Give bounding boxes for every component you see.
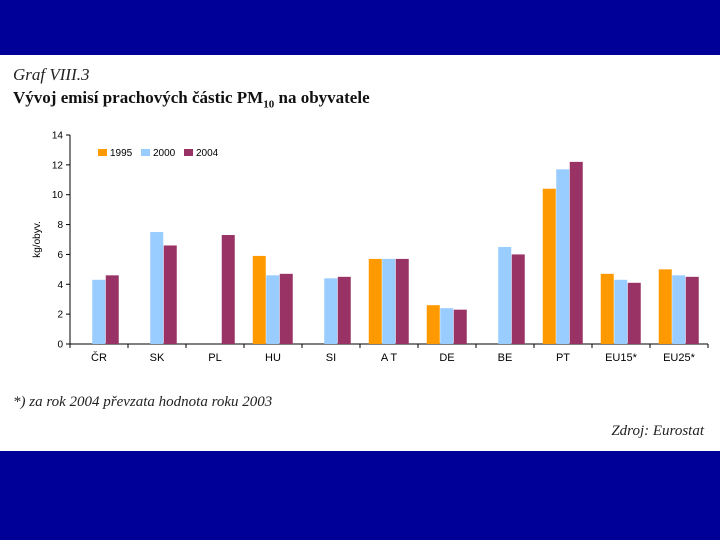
y-tick-label: 6 xyxy=(57,250,63,261)
bar-2000-BE xyxy=(498,246,512,344)
bar-2000-AT xyxy=(382,258,396,344)
x-tick-label: ČR xyxy=(91,351,107,364)
bar-chart: 0 2 4 6 8 10 12 14 kg/obyv. ČR SK PL HU SI A T DE BE PT EU… xyxy=(32,131,709,364)
y-tick-label: 10 xyxy=(52,190,64,201)
x-tick-label: A T xyxy=(381,352,398,364)
bar-2004-EU15 xyxy=(627,282,641,344)
bar-1995-HU xyxy=(252,255,266,344)
y-tick-label: 4 xyxy=(57,280,63,291)
bar-2000-DE xyxy=(440,308,454,344)
chart-title-subscript: 10 xyxy=(263,98,275,111)
legend-label-2000: 2000 xyxy=(153,148,176,159)
y-axis-label: kg/obyv. xyxy=(32,221,43,258)
legend-label-1995: 1995 xyxy=(110,148,133,159)
legend-swatch-2004 xyxy=(184,149,193,156)
chart-title-tail: na obyvatele xyxy=(274,88,370,107)
bar-2000-EU25 xyxy=(672,275,686,344)
x-tick-label: PL xyxy=(208,352,221,364)
x-tick-label: EU25* xyxy=(663,352,696,364)
bar-2004-SI xyxy=(337,276,351,344)
bar-2004-BE xyxy=(511,254,525,344)
bar-2000-SK xyxy=(150,232,164,344)
bar-2004-R xyxy=(105,275,119,344)
bar-2004-SK xyxy=(163,245,177,344)
bar-2000-HU xyxy=(266,275,280,344)
y-tick-label: 0 xyxy=(57,340,63,351)
bar-2000-EU15 xyxy=(614,279,628,344)
legend-swatch-2000 xyxy=(141,149,150,156)
bar-1995-PT xyxy=(542,188,556,344)
bar-1995-EU15 xyxy=(600,273,614,344)
bar-1995-DE xyxy=(426,305,440,344)
x-tick-label: DE xyxy=(439,352,454,364)
bar-2000-PT xyxy=(556,169,570,344)
y-tick-label: 8 xyxy=(57,220,63,231)
bar-2000-SI xyxy=(324,278,338,344)
legend-swatch-1995 xyxy=(98,149,107,156)
x-tick-label: PT xyxy=(556,352,570,364)
slide-content: Graf VIII.3 Vývoj emisí prachových části… xyxy=(0,55,720,451)
x-tick-label: SK xyxy=(150,352,165,364)
footnote: *) za rok 2004 převzata hodnota roku 200… xyxy=(13,394,273,410)
bar-2000-R xyxy=(92,279,106,344)
bar-2004-PT xyxy=(569,161,583,344)
chart-title-main: Vývoj emisí prachových částic PM xyxy=(13,88,264,107)
x-tick-label: BE xyxy=(498,352,513,364)
y-tick-label: 12 xyxy=(52,160,64,171)
bar-2004-DE xyxy=(453,309,467,344)
bar-2004-AT xyxy=(395,258,409,344)
x-tick-label: HU xyxy=(265,352,281,364)
graph-number-label: Graf VIII.3 xyxy=(13,65,90,84)
source-label: Zdroj: Eurostat xyxy=(611,423,704,439)
legend-label-2004: 2004 xyxy=(196,148,219,159)
bar-2004-HU xyxy=(279,273,293,344)
bar-2004-PL xyxy=(221,235,235,344)
x-tick-label: EU15* xyxy=(605,352,638,364)
y-tick-label: 14 xyxy=(52,131,64,142)
bar-1995-EU25 xyxy=(658,269,672,344)
y-tick-label: 2 xyxy=(57,310,63,321)
chart-title: Vývoj emisí prachových částic PM10 na ob… xyxy=(13,88,370,110)
x-tick-label: SI xyxy=(326,352,336,364)
bar-2004-EU25 xyxy=(685,276,699,344)
bar-1995-AT xyxy=(368,258,382,344)
